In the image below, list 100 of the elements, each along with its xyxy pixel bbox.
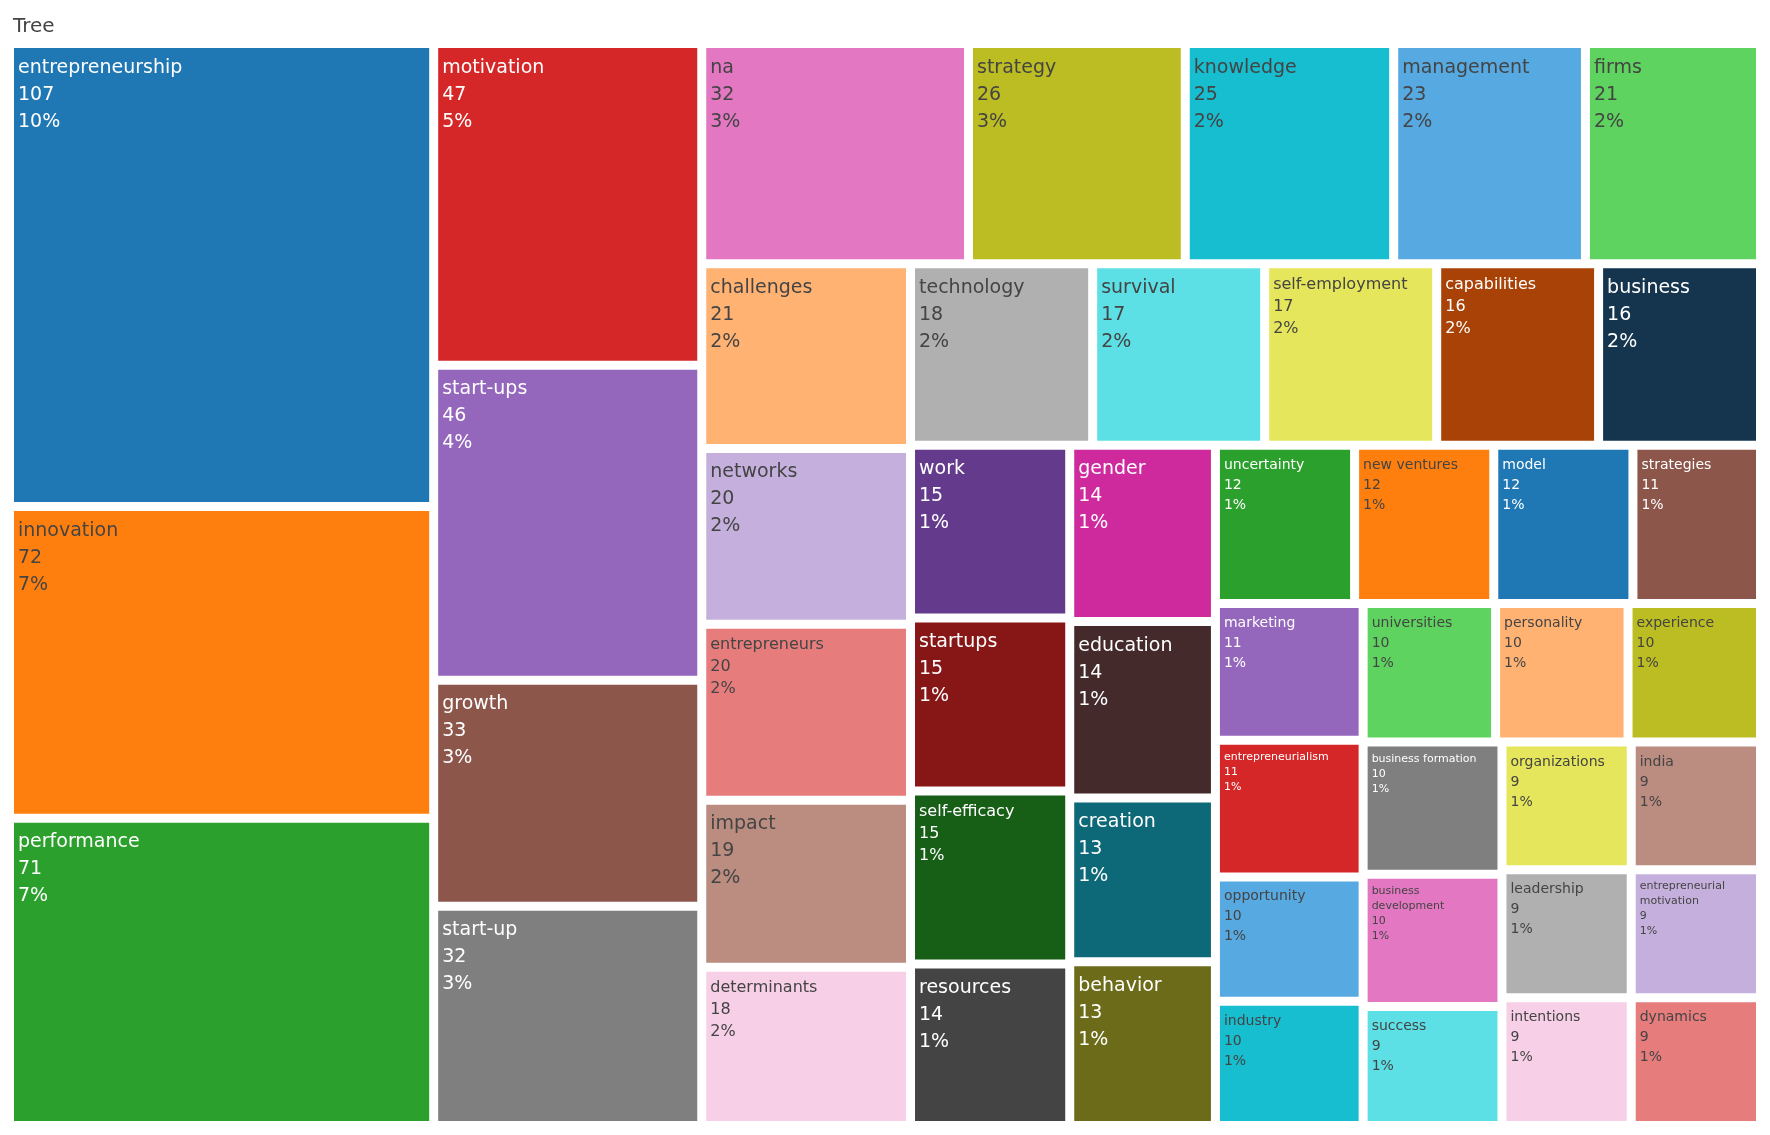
data-label: 16	[1445, 295, 1466, 315]
category-label: industry	[1223, 1011, 1282, 1028]
text: 1%	[1078, 686, 1109, 709]
data-label: 9	[1639, 909, 1647, 923]
category-label: success	[1371, 1017, 1427, 1033]
text: 1%	[1371, 928, 1390, 942]
text: 1%	[1504, 653, 1527, 670]
category-label: entrepreneurs	[710, 634, 824, 654]
category-label: networks	[710, 459, 798, 482]
text: 1%	[1510, 1048, 1533, 1065]
category-label: growth	[442, 691, 509, 714]
text: 1%	[1078, 510, 1109, 533]
category-label: capabilities	[1445, 273, 1537, 293]
category-label: new ventures	[1363, 455, 1458, 472]
data-label: 32	[710, 81, 735, 104]
data-label: 10	[1504, 633, 1522, 650]
text: 1%	[919, 683, 950, 706]
category-label: technology	[919, 274, 1025, 297]
category-label: determinants	[710, 977, 818, 997]
text: 2%	[1445, 317, 1471, 337]
text: 2%	[710, 1021, 736, 1041]
category-label: education	[1078, 632, 1173, 655]
text: 1%	[1371, 781, 1390, 795]
data-label: 12	[1502, 475, 1521, 492]
category-label: strategy	[977, 54, 1057, 77]
category-label: leadership	[1510, 880, 1584, 897]
text: 2%	[1593, 108, 1625, 131]
data-label: 10	[1636, 633, 1655, 650]
data-label: 47	[442, 81, 467, 104]
text: 1%	[1510, 920, 1533, 937]
data-label: 9	[1639, 772, 1649, 789]
data-label: 11	[1641, 475, 1660, 492]
text: 1%	[1223, 927, 1247, 944]
category-label: entrepreneurship	[18, 54, 183, 77]
text: 1%	[1223, 1051, 1247, 1068]
data-label: 20	[710, 486, 735, 509]
text: 7%	[18, 883, 49, 906]
category-label: strategies	[1641, 455, 1712, 472]
data-label: 25	[1193, 81, 1218, 104]
data-label: 14	[919, 1002, 944, 1025]
category-label: resources	[919, 975, 1012, 998]
text: 5%	[442, 108, 473, 131]
category-label: work	[919, 456, 966, 479]
text: 1%	[1371, 1057, 1394, 1073]
category-label: start-ups	[442, 376, 528, 399]
data-label: 17	[1273, 295, 1294, 315]
text: 2%	[710, 865, 741, 888]
data-label: 13	[1078, 999, 1103, 1022]
text: 2%	[919, 328, 950, 351]
category-label: survival	[1101, 274, 1176, 297]
text: 10%	[18, 108, 61, 131]
category-label: start-up	[442, 917, 518, 940]
category-label: management	[1402, 54, 1530, 77]
category-label: experience	[1636, 613, 1715, 630]
category-label: knowledge	[1193, 54, 1297, 77]
text: 1%	[1510, 792, 1533, 809]
data-label: 23	[1402, 81, 1427, 104]
text: 2%	[1101, 328, 1132, 351]
data-label: 15	[919, 823, 940, 843]
category-label: impact	[710, 811, 776, 834]
category-label: behavior	[1078, 972, 1162, 995]
data-label: 107	[18, 81, 55, 104]
text: Tree	[12, 13, 55, 37]
text: 1%	[1223, 779, 1242, 793]
category-label: entrepreneurial motivation	[1639, 879, 1729, 908]
data-label: 14	[1078, 659, 1103, 682]
data-label: 18	[919, 301, 944, 324]
category-label: challenges	[710, 274, 813, 297]
data-label: 13	[1078, 835, 1103, 858]
category-label: uncertainty	[1223, 455, 1305, 472]
data-label: 10	[1223, 1031, 1242, 1048]
data-label: 9	[1371, 1037, 1381, 1053]
category-label: creation	[1078, 808, 1156, 831]
text: 2%	[710, 328, 741, 351]
category-label: startups	[919, 629, 998, 652]
category-label: marketing	[1223, 613, 1296, 630]
data-label: 21	[1593, 81, 1619, 104]
category-label: performance	[18, 829, 140, 852]
text: 3%	[977, 108, 1008, 131]
data-label: 33	[442, 718, 467, 741]
text: 1%	[1078, 1026, 1109, 1049]
data-label: 12	[1223, 475, 1242, 492]
data-label: 26	[977, 81, 1002, 104]
data-label: 9	[1510, 900, 1520, 917]
data-label: 16	[1607, 301, 1632, 324]
text: 2%	[1273, 317, 1299, 337]
category-label: firms	[1593, 54, 1642, 77]
category-label: dynamics	[1639, 1008, 1707, 1025]
data-label: 9	[1639, 1028, 1649, 1045]
data-label: 10	[1371, 633, 1390, 650]
category-label: universities	[1371, 613, 1453, 630]
text: 1%	[919, 845, 945, 865]
data-label: 15	[919, 483, 944, 506]
category-label: na	[710, 54, 734, 77]
data-label: 14	[1078, 483, 1103, 506]
data-label: 18	[710, 999, 731, 1019]
data-label: 10	[1371, 913, 1386, 927]
data-label: 32	[442, 944, 467, 967]
text: 1%	[919, 510, 950, 533]
text: 1%	[1639, 792, 1662, 809]
